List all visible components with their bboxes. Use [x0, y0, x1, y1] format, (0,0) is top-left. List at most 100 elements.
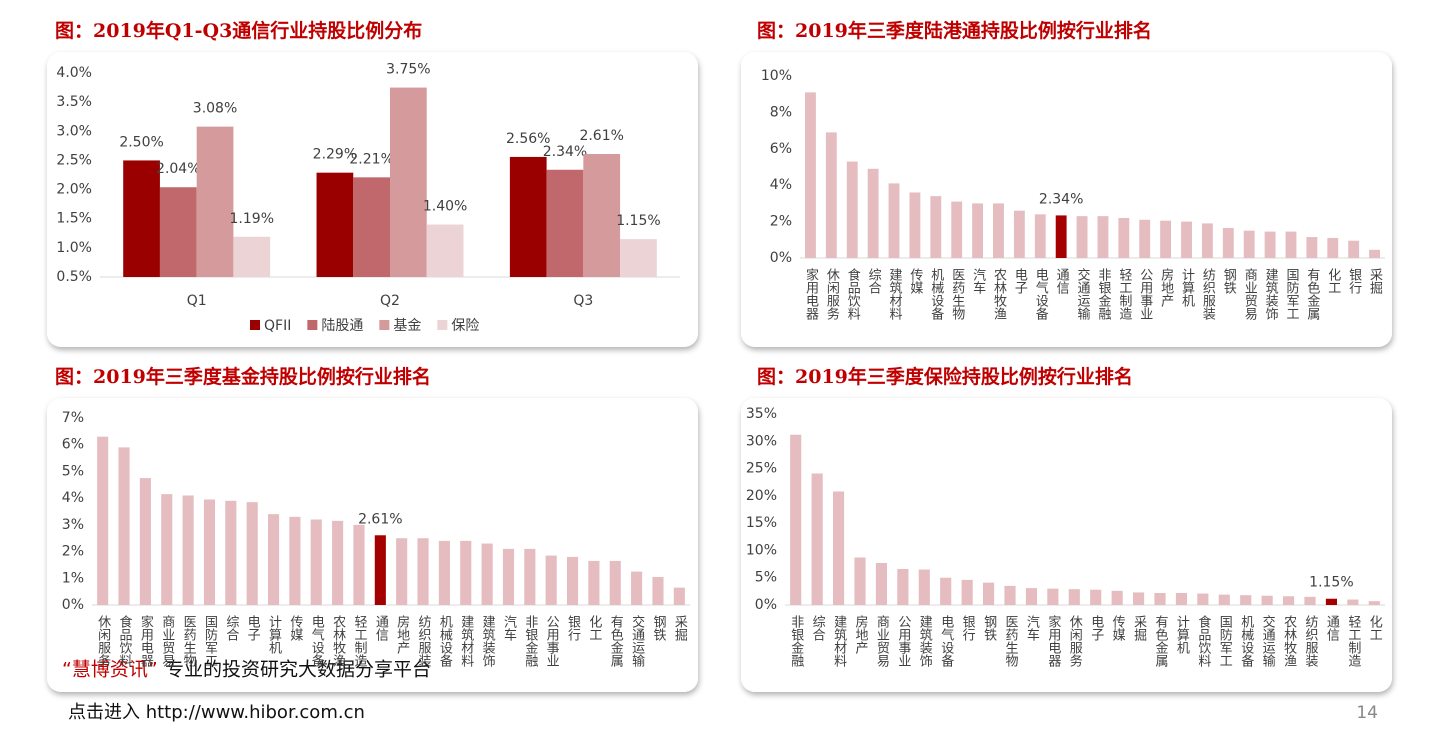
bar: [1004, 585, 1016, 605]
x-tick-label: 休闲服务: [824, 268, 840, 320]
bar: [909, 192, 921, 258]
bar: [1097, 216, 1109, 258]
value-label: 2.34%: [543, 144, 587, 160]
x-tick-label: 汽车: [970, 268, 986, 294]
x-tick-label: 食品饮料: [117, 614, 132, 667]
value-label: 2.61%: [579, 128, 623, 144]
y-tick-label: 0%: [755, 597, 777, 613]
x-tick-label: 汽车: [1024, 615, 1040, 641]
x-tick-label: 食品饮料: [1195, 614, 1211, 667]
bar: [846, 161, 858, 258]
x-tick-label: 公用事业: [895, 615, 911, 667]
bar: [620, 239, 657, 277]
y-tick-label: 5%: [62, 463, 84, 479]
x-tick-label: 化工: [1325, 268, 1341, 294]
value-label: 3.08%: [193, 101, 237, 117]
bar: [353, 524, 365, 605]
x-tick-label: 医药生物: [1003, 615, 1019, 668]
bar: [353, 177, 390, 277]
x-tick-label: 有色金属: [1304, 268, 1320, 321]
x-tick-label: 银行: [1346, 268, 1362, 295]
x-tick-label: 通信: [1054, 268, 1070, 294]
y-tick-label: 6%: [770, 141, 792, 157]
panel: [741, 52, 1392, 347]
bar: [1348, 240, 1360, 258]
x-tick-label: 公用事业: [1137, 268, 1153, 320]
bar: [1283, 596, 1295, 605]
x-tick-label: 商业贸易: [874, 615, 890, 668]
x-tick-label: 电子: [245, 615, 261, 641]
x-tick-label: 电气设备: [1033, 268, 1049, 321]
x-tick-label: 有色金属: [1153, 615, 1169, 668]
bar: [225, 500, 237, 605]
x-tick-label: 化工: [1367, 615, 1383, 641]
x-tick-label: 纺织服装: [1303, 615, 1319, 667]
value-label: 1.15%: [616, 213, 660, 229]
bar: [438, 540, 450, 605]
bar: [1243, 230, 1255, 258]
bar: [1139, 219, 1151, 258]
x-tick-label: 电子: [1088, 615, 1104, 641]
y-tick-label: 20%: [746, 488, 777, 504]
bar: [631, 571, 643, 605]
bar: [161, 494, 173, 605]
x-tick-label: 建筑装饰: [1263, 268, 1279, 320]
x-tick-label: 商业贸易: [159, 615, 175, 668]
legend-label: 基金: [393, 317, 421, 334]
legend-swatch: [437, 320, 448, 330]
bar: [825, 132, 837, 258]
bar: [524, 548, 536, 605]
bar: [875, 562, 887, 605]
value-label: 2.04%: [156, 161, 200, 177]
x-tick-label: 建筑装饰: [917, 615, 933, 667]
bar: [583, 154, 621, 277]
bar: [332, 520, 344, 605]
x-tick-label: 非银金融: [1095, 268, 1111, 320]
bar: [588, 560, 600, 605]
x-tick-label: 医药生物: [181, 615, 197, 668]
legend-swatch: [379, 320, 390, 330]
bar: [316, 172, 354, 277]
bar: [940, 577, 952, 605]
bar: [1285, 231, 1297, 258]
x-tick-label: 建筑材料: [831, 615, 847, 667]
y-tick-label: 8%: [770, 104, 792, 120]
x-tick-label: 采掘: [672, 615, 688, 641]
x-tick-label: 传媒: [1110, 615, 1126, 641]
bar: [417, 538, 429, 605]
bar: [246, 502, 258, 605]
bar: [951, 201, 963, 258]
bar: [961, 579, 973, 605]
x-tick-label: 交通运输: [629, 614, 645, 667]
y-tick-label: 3%: [62, 517, 84, 533]
x-tick-label: 建筑材料: [887, 268, 903, 320]
x-tick-label: 房地产: [853, 614, 869, 655]
x-tick-label: 电子: [1012, 268, 1028, 294]
bar: [1369, 249, 1380, 258]
x-tick-label: 家用电器: [138, 614, 154, 668]
x-tick-label: 机械设备: [437, 615, 453, 668]
y-tick-label: 6%: [62, 437, 84, 453]
y-tick-label: 7%: [62, 410, 84, 426]
bar: [1175, 592, 1187, 605]
x-tick-label: 通信: [373, 615, 389, 641]
x-tick-label: 建筑装饰: [480, 615, 496, 667]
bar: [1306, 237, 1318, 258]
chart-title: 图：2019年三季度保险持股比例按行业排名: [757, 365, 1133, 388]
bar: [196, 126, 234, 277]
bar: [182, 495, 194, 605]
value-label: 2.29%: [313, 147, 357, 163]
bar: [983, 582, 995, 605]
bar: [1154, 592, 1166, 605]
x-tick-label: 计算机: [266, 615, 282, 655]
bar: [918, 569, 930, 605]
bar: [673, 587, 685, 605]
footer-link[interactable]: 点击进入 http://www.hibor.com.cn: [68, 702, 365, 723]
y-tick-label: 1.0%: [56, 240, 92, 256]
x-tick-label: 机械设备: [928, 268, 944, 321]
bar: [203, 499, 216, 605]
value-label: 2.56%: [506, 131, 550, 147]
x-tick-label: 综合: [866, 268, 882, 294]
footer-brand: “慧博资讯”: [62, 659, 158, 681]
bar: [426, 224, 464, 277]
